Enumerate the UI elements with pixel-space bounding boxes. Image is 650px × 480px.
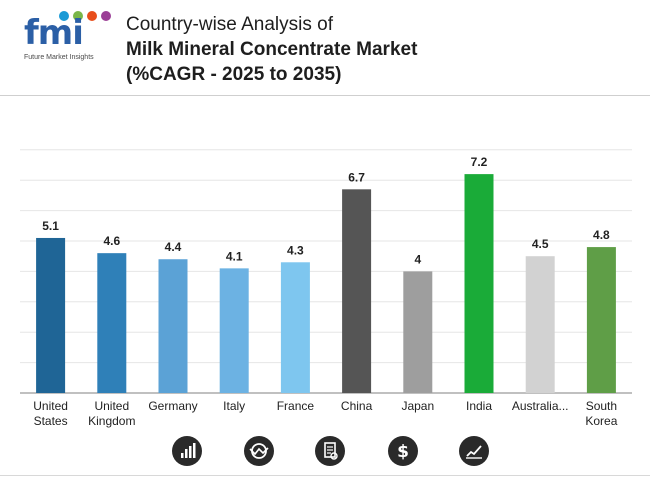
bar-china xyxy=(342,189,372,393)
x-tick-label-line: Germany xyxy=(148,399,198,413)
x-tick-label-line: Kingdom xyxy=(88,414,136,428)
svg-text:$: $ xyxy=(397,442,409,462)
value-label: 6.7 xyxy=(348,170,365,184)
header-divider xyxy=(0,95,650,96)
value-label: 4.4 xyxy=(165,240,182,254)
fmi-logo: fmi Future Market Insights xyxy=(24,10,112,70)
x-tick-label-line: United xyxy=(33,399,68,413)
footer-divider xyxy=(0,475,650,476)
value-label: 4.8 xyxy=(593,228,610,242)
bar-india xyxy=(464,174,494,393)
dollar-icon: $ xyxy=(388,436,418,466)
logo-tagline: Future Market Insights xyxy=(24,54,94,61)
x-tick-label: Japan xyxy=(383,399,453,414)
bar-italy xyxy=(219,268,249,393)
x-tick-label: China xyxy=(322,399,392,414)
x-tick-label-line: China xyxy=(340,399,373,413)
bar-japan xyxy=(403,271,433,393)
chart-title: Country-wise Analysis of Milk Mineral Co… xyxy=(126,12,417,87)
title-line-3: (%CAGR - 2025 to 2035) xyxy=(126,64,342,85)
x-tick-label: India xyxy=(444,399,514,414)
x-tick-label: South Korea xyxy=(566,399,636,429)
bar-australia xyxy=(525,256,555,393)
logo-text: fmi xyxy=(24,13,84,53)
x-tick-label-line: Italy xyxy=(223,399,246,413)
bar-chart-icon xyxy=(172,436,202,466)
bar-germany xyxy=(158,259,188,393)
x-tick-label-line: United xyxy=(94,399,130,413)
x-tick-label: Australia... xyxy=(505,399,575,414)
x-tick-label: Germany xyxy=(138,399,208,414)
document-icon xyxy=(315,436,345,466)
x-tick-label-line: India xyxy=(465,399,493,413)
title-line-1: Country-wise Analysis of xyxy=(126,14,333,35)
header: fmi Future Market Insights Country-wise … xyxy=(0,0,650,96)
x-tick-label: United States xyxy=(16,399,86,429)
bar-france xyxy=(280,262,310,393)
x-tick-label-line: States xyxy=(33,414,68,428)
x-tick-label: France xyxy=(260,399,330,414)
value-labels: 5.1 4.6 4.4 4.1 4.3 6.7 4 7.2 4.5 4.8 xyxy=(42,155,610,266)
value-label: 7.2 xyxy=(471,155,488,169)
value-label: 4.6 xyxy=(103,234,120,248)
value-label: 4.5 xyxy=(532,237,549,251)
value-label: 5.1 xyxy=(42,219,59,233)
x-tick-label-line: Korea xyxy=(585,414,618,428)
bars xyxy=(36,174,616,393)
x-tick-label-line: Japan xyxy=(401,399,435,413)
bar-south-korea xyxy=(586,247,616,393)
globe-chart-icon xyxy=(244,436,274,466)
value-label: 4.3 xyxy=(287,243,304,257)
value-label: 4 xyxy=(414,252,421,266)
x-tick-label-line: Australia... xyxy=(511,399,569,413)
bar-united-states xyxy=(36,237,66,393)
x-tick-label-line: South xyxy=(585,399,618,413)
x-tick-label: Italy xyxy=(199,399,269,414)
bar-united-kingdom xyxy=(97,253,127,393)
trend-chart-icon xyxy=(459,436,489,466)
logo-dots-icon xyxy=(59,11,111,21)
footer-icons: $ xyxy=(0,436,650,470)
x-tick-label: United Kingdom xyxy=(77,399,147,429)
x-tick-label-line: France xyxy=(276,399,315,413)
value-label: 4.1 xyxy=(226,249,243,263)
title-line-2: Milk Mineral Concentrate Market xyxy=(126,39,418,60)
bar-chart: 5.1 4.6 4.4 4.1 4.3 6.7 4 7.2 4.5 4.8 xyxy=(20,149,632,394)
